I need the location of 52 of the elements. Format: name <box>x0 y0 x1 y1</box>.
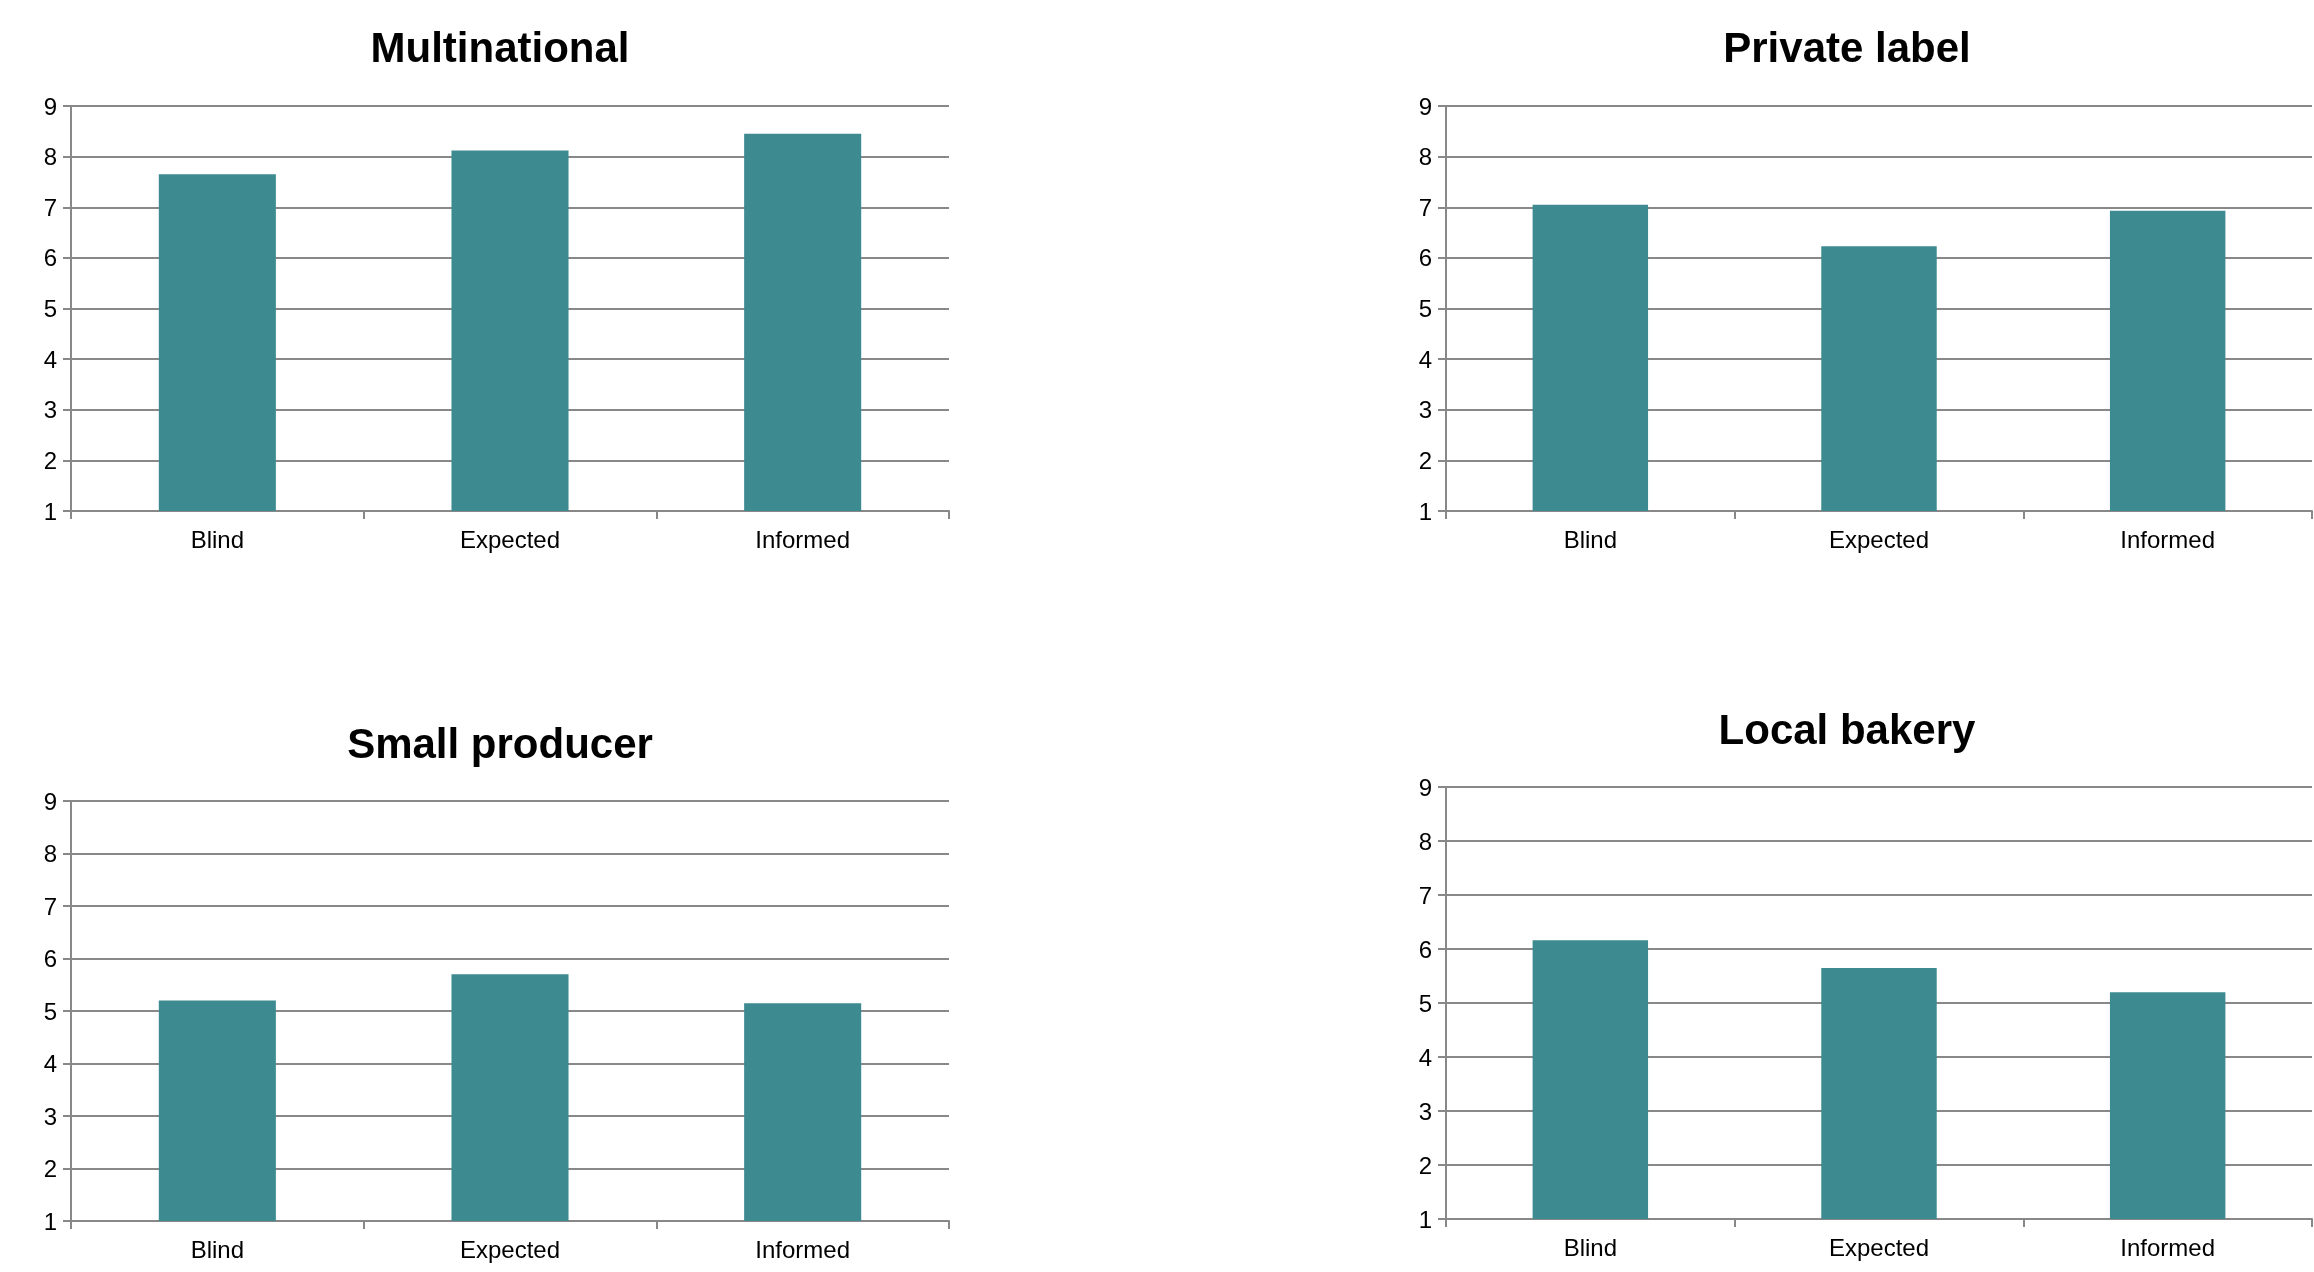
y-tick-label: 1 <box>1418 1205 1432 1233</box>
x-tick-label: Informed <box>2120 1233 2216 1261</box>
y-tick-label: 7 <box>1418 193 1432 221</box>
y-tick-label: 8 <box>1418 143 1432 171</box>
y-tick-label: 9 <box>1418 92 1432 120</box>
y-tick-label: 3 <box>43 1102 57 1130</box>
x-tick-label: Expected <box>459 525 561 553</box>
y-tick-label: 1 <box>1418 497 1432 525</box>
y-tick-label: 6 <box>1418 244 1432 272</box>
y-tick-label: 7 <box>43 892 57 920</box>
x-tick-label: Informed <box>755 1235 851 1263</box>
y-tick-label: 5 <box>43 997 57 1025</box>
y-tick-label: 9 <box>1418 773 1432 801</box>
y-tick-label: 1 <box>43 497 57 525</box>
y-tick-label: 5 <box>1418 989 1432 1017</box>
y-tick-label: 2 <box>1418 1151 1432 1179</box>
y-tick-label: 4 <box>43 1050 57 1077</box>
x-tick-label: Blind <box>1563 1233 1618 1261</box>
y-tick-label: 8 <box>43 840 57 867</box>
y-tick-label: 9 <box>43 92 57 120</box>
y-tick-label: 3 <box>43 396 57 424</box>
y-tick-label: 6 <box>43 945 57 972</box>
y-tick-label: 2 <box>1418 446 1432 474</box>
chart-title: Small producer <box>347 719 653 767</box>
x-tick-label: Blind <box>190 525 245 553</box>
y-tick-label: 3 <box>1418 1097 1432 1125</box>
y-tick-label: 2 <box>43 1155 57 1182</box>
y-tick-label: 4 <box>1418 345 1432 373</box>
y-tick-label: 2 <box>43 446 57 474</box>
y-tick-label: 6 <box>43 244 57 272</box>
x-tick-label: Informed <box>2120 525 2216 553</box>
y-tick-label: 9 <box>43 787 57 815</box>
y-tick-label: 1 <box>43 1207 57 1235</box>
y-tick-label: 7 <box>1418 881 1432 909</box>
y-tick-label: 4 <box>1418 1043 1432 1071</box>
x-tick-label: Expected <box>459 1235 561 1263</box>
chart-title: Multinational <box>370 23 630 71</box>
y-tick-label: 5 <box>43 295 57 322</box>
y-tick-label: 8 <box>43 143 57 171</box>
y-tick-label: 5 <box>1418 295 1432 322</box>
x-tick-label: Blind <box>1563 525 1618 553</box>
x-tick-label: Blind <box>190 1235 245 1263</box>
y-tick-label: 6 <box>1418 935 1432 963</box>
chart-title: Private label <box>1723 23 1971 71</box>
x-tick-label: Informed <box>755 525 851 553</box>
y-tick-label: 3 <box>1418 396 1432 424</box>
y-tick-label: 4 <box>43 345 57 373</box>
y-tick-label: 7 <box>43 193 57 221</box>
y-tick-label: 8 <box>1418 827 1432 855</box>
x-tick-label: Expected <box>1828 1233 1930 1261</box>
x-tick-label: Expected <box>1828 525 1930 553</box>
chart-title: Local bakery <box>1718 705 1977 753</box>
